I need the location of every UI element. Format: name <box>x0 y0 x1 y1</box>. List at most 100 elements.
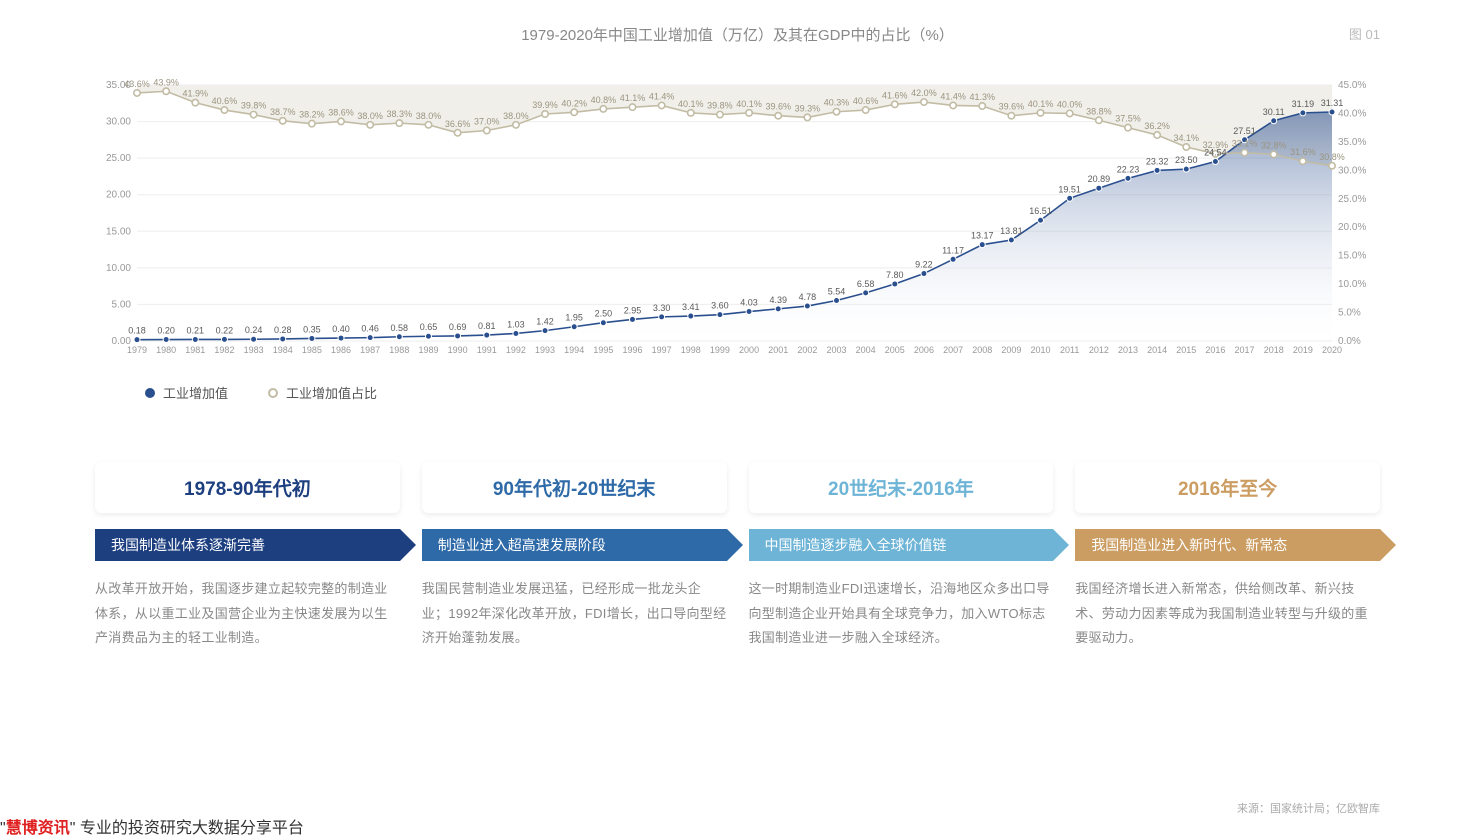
ratio-marker <box>775 113 781 119</box>
value-label: 0.65 <box>420 322 438 332</box>
ratio-marker <box>862 107 868 113</box>
value-marker <box>484 332 490 338</box>
legend-item: 工业增加值占比 <box>268 383 377 402</box>
value-label: 4.03 <box>740 298 758 308</box>
x-tick-label: 2009 <box>1001 345 1021 355</box>
x-tick-label: 2016 <box>1205 345 1225 355</box>
ratio-label: 39.3% <box>795 103 821 113</box>
ratio-marker <box>396 120 402 126</box>
ratio-label: 38.3% <box>387 109 413 119</box>
x-tick-label: 2005 <box>885 345 905 355</box>
value-label: 27.51 <box>1233 126 1256 136</box>
stage-banner: 我国制造业进入新时代、新常态 <box>1075 529 1380 561</box>
value-label: 0.58 <box>391 323 409 333</box>
ratio-marker <box>1300 158 1306 164</box>
ratio-label: 39.8% <box>707 101 733 111</box>
y2-tick-label: 10.0% <box>1338 279 1366 290</box>
x-tick-label: 2017 <box>1235 345 1255 355</box>
stage-banner: 制造业进入超高速发展阶段 <box>422 529 727 561</box>
y2-tick-label: 5.0% <box>1338 308 1361 319</box>
value-marker <box>396 334 402 340</box>
stage-desc: 从改革开放开始，我国逐步建立起较完整的制造业体系，从以重工业及国营企业为主快速发… <box>95 577 400 651</box>
ratio-marker <box>950 102 956 108</box>
x-tick-label: 1995 <box>593 345 613 355</box>
value-label: 2.95 <box>624 305 642 315</box>
value-label: 19.51 <box>1058 184 1081 194</box>
ratio-label: 36.2% <box>1144 121 1170 131</box>
ratio-label: 39.6% <box>765 102 791 112</box>
y1-tick-label: 20.00 <box>106 190 131 201</box>
ratio-label: 38.2% <box>299 110 325 120</box>
ratio-label: 40.1% <box>736 99 762 109</box>
x-tick-label: 1999 <box>710 345 730 355</box>
stage: 20世纪末-2016年中国制造逐步融入全球价值链这一时期制造业FDI迅速增长，沿… <box>749 462 1054 651</box>
ratio-marker <box>1154 132 1160 138</box>
value-label: 31.31 <box>1321 98 1344 108</box>
value-marker <box>717 312 723 318</box>
y2-tick-label: 35.0% <box>1338 137 1366 148</box>
x-tick-label: 2014 <box>1147 345 1167 355</box>
x-tick-label: 1996 <box>622 345 642 355</box>
ratio-label: 43.9% <box>153 77 179 87</box>
x-tick-label: 2007 <box>943 345 963 355</box>
value-marker <box>1038 217 1044 223</box>
legend-swatch <box>268 388 278 398</box>
ratio-marker <box>1241 149 1247 155</box>
value-label: 0.22 <box>216 325 234 335</box>
value-marker <box>921 271 927 277</box>
ratio-label: 38.8% <box>1086 106 1112 116</box>
value-label: 0.28 <box>274 325 292 335</box>
value-label: 3.60 <box>711 301 729 311</box>
ratio-label: 31.6% <box>1290 147 1316 157</box>
x-tick-label: 2004 <box>856 345 876 355</box>
value-marker <box>1154 167 1160 173</box>
ratio-label: 42.0% <box>911 88 937 98</box>
x-tick-label: 2015 <box>1176 345 1196 355</box>
value-marker <box>600 320 606 326</box>
value-label: 22.23 <box>1117 164 1140 174</box>
value-marker <box>251 336 257 342</box>
ratio-label: 32.9% <box>1203 140 1229 150</box>
ratio-marker <box>833 109 839 115</box>
value-marker <box>834 297 840 303</box>
value-marker <box>892 281 898 287</box>
x-tick-label: 1986 <box>331 345 351 355</box>
value-marker <box>1212 159 1218 165</box>
ratio-label: 37.0% <box>474 117 500 127</box>
value-marker <box>746 309 752 315</box>
x-tick-label: 2003 <box>826 345 846 355</box>
stage-desc: 这一时期制造业FDI迅速增长，沿海地区众多出口导向型制造企业开始具有全球竞争力，… <box>749 577 1054 651</box>
value-label: 4.39 <box>769 295 787 305</box>
ratio-label: 32.8% <box>1261 140 1287 150</box>
figure-number: 图 01 <box>1349 24 1380 43</box>
ratio-label: 40.8% <box>591 95 617 105</box>
value-label: 16.51 <box>1029 206 1052 216</box>
ratio-label: 43.6% <box>124 79 150 89</box>
ratio-marker <box>542 111 548 117</box>
value-marker <box>804 303 810 309</box>
value-label: 13.81 <box>1000 226 1023 236</box>
ratio-marker <box>425 122 431 128</box>
ratio-marker <box>192 99 198 105</box>
chart: 0.005.0010.0015.0020.0025.0030.0035.000.… <box>95 63 1380 373</box>
value-marker <box>659 314 665 320</box>
ratio-label: 39.9% <box>532 100 558 110</box>
value-label: 13.17 <box>971 231 994 241</box>
ratio-marker <box>1183 144 1189 150</box>
ratio-marker <box>367 122 373 128</box>
brand-name: 慧博资讯 <box>6 820 70 837</box>
value-marker <box>1067 195 1073 201</box>
banner-arrow-icon <box>1380 529 1396 561</box>
value-marker <box>338 335 344 341</box>
value-label: 0.69 <box>449 322 467 332</box>
ratio-label: 40.0% <box>1057 99 1083 109</box>
page: 1979-2020年中国工业增加值（万亿）及其在GDP中的占比（%） 图 01 … <box>0 0 1475 838</box>
y2-tick-label: 15.0% <box>1338 251 1366 262</box>
x-tick-label: 1992 <box>506 345 526 355</box>
value-marker <box>775 306 781 312</box>
ratio-label: 41.6% <box>882 90 908 100</box>
x-tick-label: 1990 <box>448 345 468 355</box>
x-tick-label: 2000 <box>739 345 759 355</box>
ratio-label: 36.6% <box>445 119 471 129</box>
value-marker <box>1096 185 1102 191</box>
